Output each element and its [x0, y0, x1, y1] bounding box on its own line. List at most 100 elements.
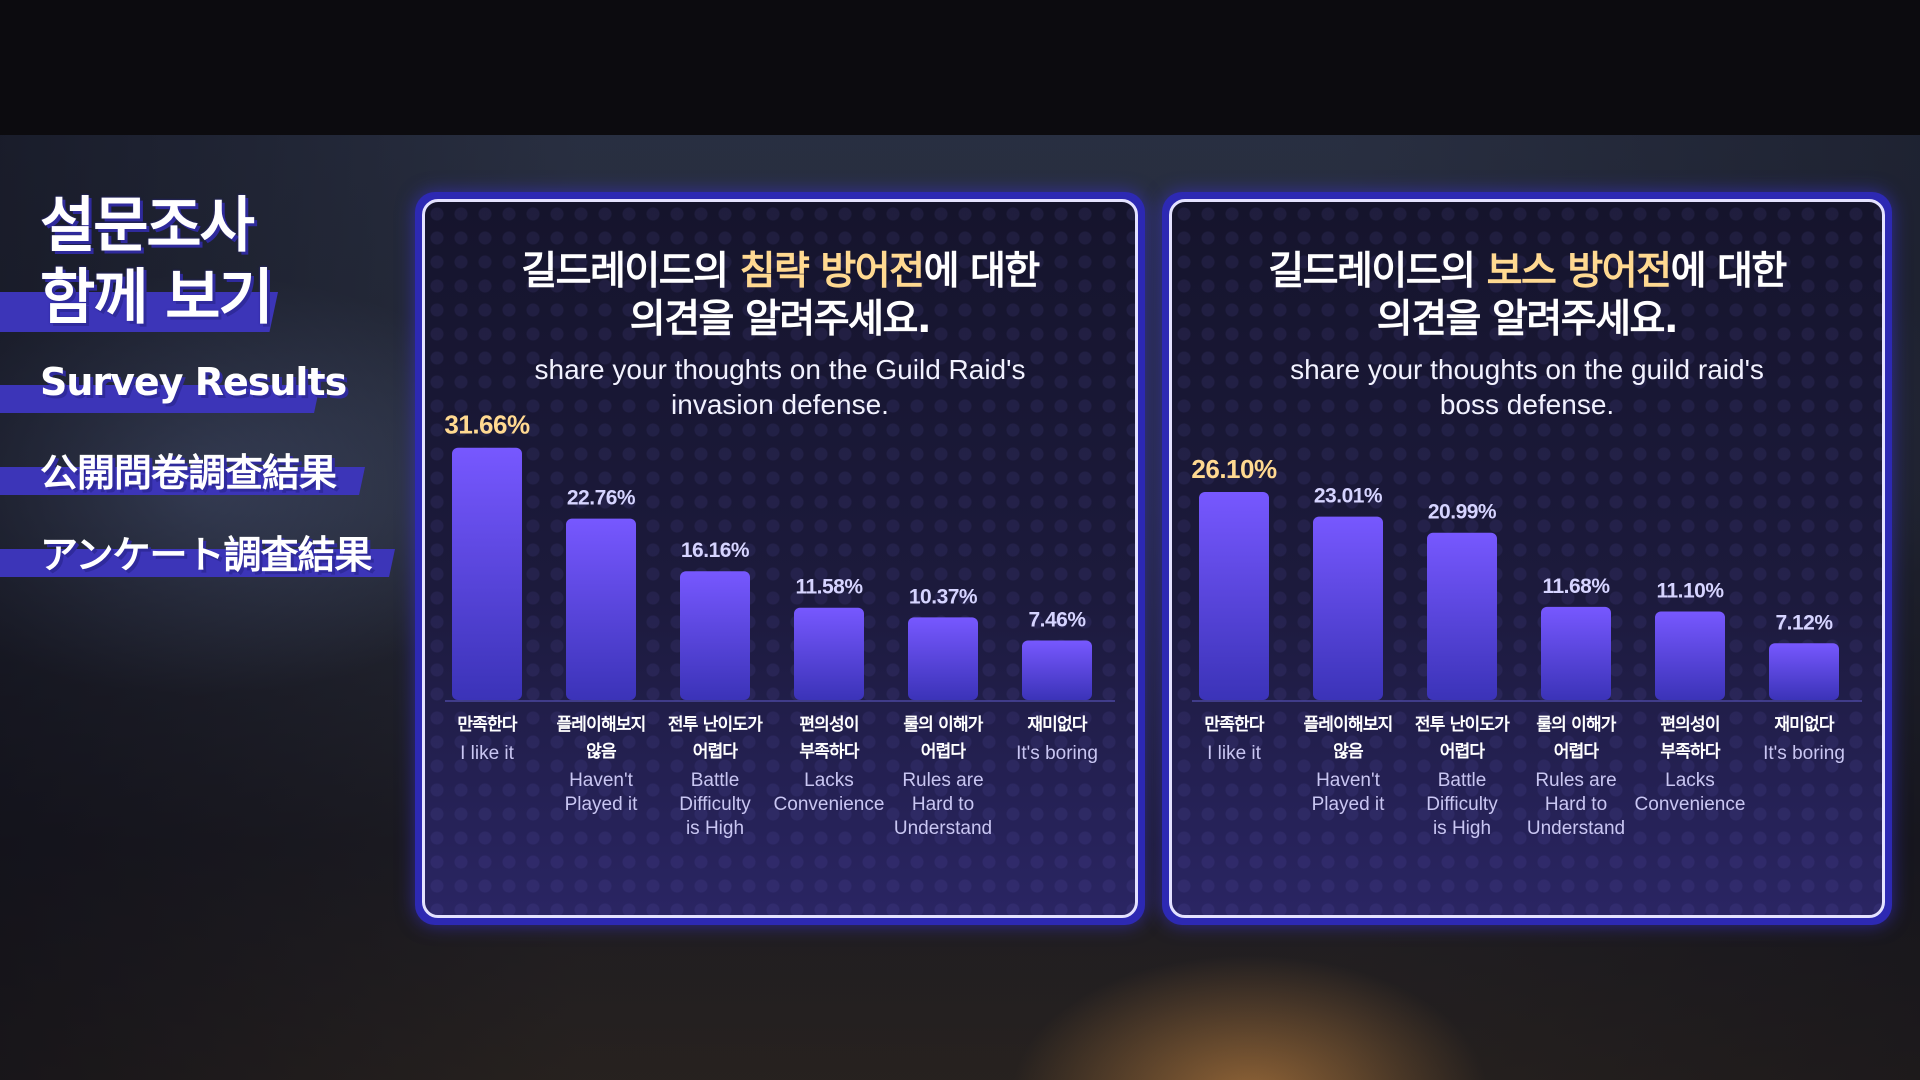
category-label-en: Understand	[1527, 818, 1625, 839]
category-label-en: It's boring	[1016, 743, 1098, 764]
category-label-en: It's boring	[1763, 743, 1845, 764]
title-suffix: 에 대한	[923, 249, 1041, 294]
category-label-en: I like it	[460, 743, 515, 764]
question-subtitle: share your thoughts on the Guild Raid's …	[425, 352, 1135, 422]
category-label-ko: 플레이해보지	[556, 715, 645, 735]
bar	[908, 617, 978, 700]
category-label-en: Hard to	[1545, 794, 1607, 815]
bar	[1655, 611, 1725, 700]
panel-inner: 길드레이드의 보스 방어전에 대한 의견을 알려주세요. share your …	[1169, 199, 1885, 918]
question-title-line-1: 길드레이드의 침략 방어전에 대한	[425, 248, 1135, 296]
title-prefix: 길드레이드의	[1268, 249, 1487, 294]
category-label-en: Rules are	[1535, 770, 1616, 791]
category-label-en: Understand	[894, 818, 992, 839]
bar	[1427, 532, 1497, 700]
category-label-ko: 편의성이	[1660, 715, 1719, 735]
bar-value-label: 7.46%	[1028, 609, 1086, 632]
category-label-ko: 전투 난이도가	[668, 715, 763, 735]
bar-value-label: 23.01%	[1314, 485, 1383, 508]
category-label-en: Played it	[1312, 794, 1386, 815]
category-label-en: Difficulty	[1426, 794, 1498, 815]
title-suffix: 에 대한	[1670, 249, 1788, 294]
bar	[1199, 492, 1269, 700]
japanese-label: アンケート調査結果	[40, 533, 372, 577]
category-label-ko: 재미없다	[1027, 715, 1088, 735]
subtitle-line-1: share your thoughts on the guild raid's	[1290, 354, 1764, 385]
category-label-ko: 플레이해보지	[1303, 715, 1392, 735]
bar	[1313, 516, 1383, 700]
sidebar-title: 설문조사 함께 보기	[40, 190, 274, 334]
bar-value-label: 16.16%	[681, 539, 750, 562]
category-label-en: is High	[1433, 818, 1491, 839]
question-title-line-2: 의견을 알려주세요.	[1376, 297, 1679, 342]
category-label-ko: 부족하다	[799, 742, 860, 762]
bar-group: 7.12% 재미없다 It's boring	[1763, 611, 1845, 764]
bar	[566, 518, 636, 700]
category-label-ko: 않음	[1333, 742, 1364, 762]
boss-defense-panel: 길드레이드의 보스 방어전에 대한 의견을 알려주세요. share your …	[1162, 192, 1892, 925]
bar-value-label: 10.37%	[909, 585, 978, 608]
bar-group: 26.10% 만족한다 I like it	[1191, 454, 1277, 764]
bar	[1022, 640, 1092, 700]
category-label-ko: 부족하다	[1660, 742, 1721, 762]
sidebar-title-line-2: 함께 보기	[40, 263, 274, 333]
category-label-en: Battle	[1438, 770, 1487, 791]
bar-value-label: 26.10%	[1191, 454, 1277, 484]
category-label-en: Rules are	[902, 770, 983, 791]
bar	[794, 607, 864, 700]
category-label-en: Haven't	[1316, 770, 1381, 791]
bar-value-label: 20.99%	[1428, 501, 1497, 524]
subtitle-line-1: share your thoughts on the Guild Raid's	[534, 354, 1026, 385]
bar-group: 7.46% 재미없다 It's boring	[1016, 609, 1098, 764]
title-highlight: 침략 방어전	[739, 249, 925, 294]
category-label-en: I like it	[1207, 743, 1262, 764]
category-label-ko: 룰의 이해가	[1536, 715, 1616, 735]
bar-value-label: 7.12%	[1775, 611, 1833, 634]
question-title: 길드레이드의 보스 방어전에 대한 의견을 알려주세요.	[1172, 248, 1882, 344]
category-label-en: Played it	[565, 794, 639, 815]
bar-value-label: 31.66%	[444, 410, 530, 440]
top-letterbox	[0, 0, 1920, 135]
category-label-ko: 전투 난이도가	[1415, 715, 1510, 735]
bar	[1541, 606, 1611, 700]
panel-inner: 길드레이드의 침략 방어전에 대한 의견을 알려주세요. share your …	[422, 199, 1138, 918]
category-label-en: Convenience	[1635, 794, 1746, 815]
bar	[452, 447, 522, 700]
category-label-ko: 어렵다	[1440, 742, 1486, 762]
category-label-ko: 재미없다	[1774, 715, 1835, 735]
survey-results-label: Survey Results	[40, 360, 347, 404]
category-label-ko: 않음	[586, 742, 617, 762]
title-highlight: 보스 방어전	[1486, 249, 1672, 294]
category-label-ko: 룰의 이해가	[903, 715, 983, 735]
category-label-ko: 편의성이	[799, 715, 858, 735]
question-title-line-1: 길드레이드의 보스 방어전에 대한	[1172, 248, 1882, 296]
category-label-ko: 어렵다	[1554, 742, 1600, 762]
invasion-defense-panel: 길드레이드의 침략 방어전에 대한 의견을 알려주세요. share your …	[415, 192, 1145, 925]
bar-value-label: 11.10%	[1656, 580, 1724, 603]
sidebar-title-line-1: 설문조사	[40, 191, 255, 261]
category-label-en: Lacks	[1665, 770, 1715, 791]
bar-group: 31.66% 만족한다 I like it	[444, 410, 530, 764]
bar	[1769, 643, 1839, 700]
category-label-ko: 만족한다	[1204, 715, 1265, 735]
category-label-en: Hard to	[912, 794, 974, 815]
category-label-en: is High	[686, 818, 744, 839]
category-label-en: Haven't	[569, 770, 634, 791]
bar-value-label: 11.68%	[1542, 575, 1610, 598]
question-title-line-2: 의견을 알려주세요.	[629, 297, 932, 342]
bar-value-label: 11.58%	[795, 576, 863, 599]
category-label-ko: 어렵다	[921, 742, 967, 762]
subtitle-line-2: boss defense.	[1439, 389, 1615, 420]
category-label-ko: 어렵다	[693, 742, 739, 762]
category-label-en: Convenience	[774, 794, 885, 815]
question-subtitle: share your thoughts on the guild raid's …	[1172, 352, 1882, 422]
